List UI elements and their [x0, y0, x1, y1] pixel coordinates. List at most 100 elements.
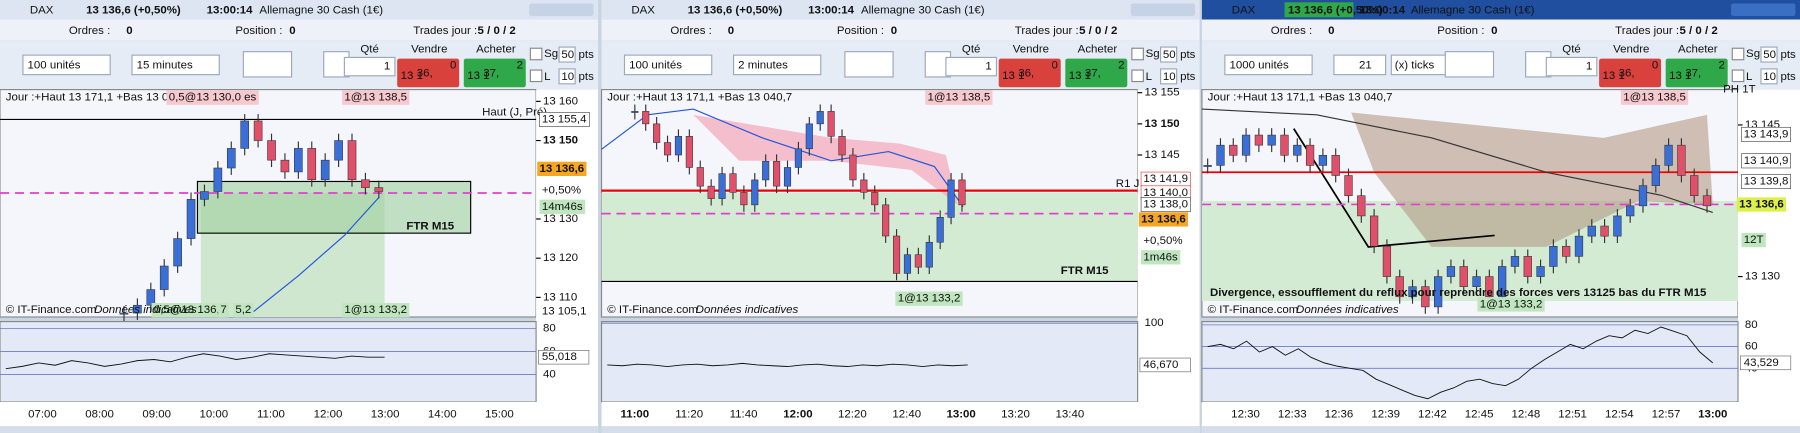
indicator-tick-label: 80: [543, 323, 556, 335]
candle: [1331, 154, 1340, 176]
window-buttons[interactable]: [1130, 3, 1196, 17]
scrollbar[interactable]: [0, 426, 599, 433]
chart-type-button[interactable]: [1444, 51, 1495, 78]
instrument[interactable]: DAX: [1232, 4, 1256, 16]
tag-box: [539, 199, 586, 214]
candle: [827, 111, 835, 137]
window-buttons[interactable]: [529, 3, 594, 17]
instrument[interactable]: DAX: [631, 4, 655, 16]
candle: [751, 179, 759, 206]
candle: [173, 238, 182, 267]
units-dropdown[interactable]: [1224, 54, 1313, 76]
chart-tag: 13 139,8: [1744, 175, 1789, 187]
chart-window: DAX 13 136,6 (+0,50%)13:00:14 Allemagne 30…: [1201, 0, 1800, 433]
buy-button[interactable]: [1665, 58, 1728, 88]
sell-button[interactable]: [1599, 58, 1662, 88]
sg-input[interactable]: [1760, 46, 1778, 63]
sg-checkbox[interactable]: [529, 47, 543, 61]
disclaimer: Données indicatives: [696, 304, 799, 316]
candle: [663, 142, 672, 156]
candle: [882, 204, 890, 237]
candle: [1600, 225, 1609, 237]
time-tick-label: 12:57: [1652, 409, 1681, 421]
units-dropdown[interactable]: [623, 54, 713, 76]
window-buttons[interactable]: [1731, 3, 1796, 17]
sell-button[interactable]: [397, 58, 460, 88]
chart-tag: 13 138,0: [1143, 198, 1188, 210]
indicator-tick-label: 80: [1745, 319, 1758, 331]
l-checkbox[interactable]: [1731, 69, 1745, 83]
candle: [1293, 144, 1302, 156]
price-axis-bg: [536, 89, 599, 402]
period-spinner[interactable]: [1333, 54, 1387, 76]
sg-checkbox[interactable]: [1131, 47, 1144, 61]
chart-type-button[interactable]: [844, 51, 894, 78]
candle: [1702, 195, 1712, 207]
trades-label: Trades jour :: [413, 25, 477, 37]
candle: [1613, 215, 1622, 237]
qty-input[interactable]: [343, 56, 396, 77]
chart-tag: 13 143,9: [1744, 128, 1789, 140]
time-tick-label: 10:00: [199, 409, 228, 421]
candle: [707, 185, 715, 199]
candle: [307, 148, 317, 181]
trades-value: 5 / 0 / 2: [1679, 25, 1717, 37]
position-label: Position :: [837, 25, 884, 37]
disclaimer: Données indicatives: [1296, 304, 1399, 316]
chart-tag: 13 140,0: [1143, 187, 1188, 199]
candle: [838, 136, 846, 156]
period-dropdown[interactable]: [131, 54, 220, 76]
candle: [1536, 266, 1545, 277]
buy-label: Acheter: [1078, 43, 1118, 55]
indicator-line: [607, 362, 968, 367]
candle: [133, 304, 142, 314]
chart-tag: 1@13 138,5: [928, 92, 991, 104]
time-tick-label: 11:00: [257, 409, 285, 421]
buy-button[interactable]: [1065, 58, 1128, 88]
time-tick-label: 13:00: [946, 409, 975, 421]
time-tick-label: 11:00: [620, 409, 649, 421]
buy-label: Acheter: [476, 43, 516, 55]
l-checkbox[interactable]: [529, 69, 543, 83]
buy-button[interactable]: [463, 58, 526, 88]
sg-checkbox[interactable]: [1731, 47, 1745, 61]
time-tick-label: 12:33: [1278, 409, 1307, 421]
indicator-line: [5, 353, 385, 370]
chart-type-button[interactable]: [242, 51, 293, 78]
candle: [213, 167, 223, 192]
orders-bar: [601, 19, 1200, 41]
quote: 13 136,6 (+0,50%): [1288, 4, 1383, 16]
candle: [914, 254, 922, 268]
sell-button[interactable]: [998, 58, 1061, 88]
period-dropdown[interactable]: [732, 54, 822, 76]
l-input[interactable]: [558, 68, 576, 85]
sg-input[interactable]: [558, 46, 576, 63]
sg-input[interactable]: [1160, 46, 1178, 63]
candle: [159, 265, 169, 290]
chart-tag: +0,50%: [1143, 235, 1182, 247]
candle: [718, 173, 726, 199]
indicator-value: 46,670: [1143, 359, 1178, 371]
l-input[interactable]: [1160, 68, 1178, 85]
candle: [1254, 134, 1263, 146]
time-tick-label: 12:45: [1465, 409, 1494, 421]
price-tick-label: 13 130: [543, 213, 578, 225]
l-input[interactable]: [1760, 68, 1778, 85]
candle: [1677, 144, 1686, 176]
candle: [871, 192, 879, 206]
indicator-tick-label: 100: [1145, 317, 1164, 329]
period: 21: [1359, 59, 1372, 71]
scrollbar[interactable]: [601, 426, 1200, 433]
qty-input[interactable]: [945, 56, 998, 77]
indicator-value-box: [1740, 355, 1792, 371]
qty-input[interactable]: [1545, 56, 1598, 77]
scrollbar[interactable]: [1201, 426, 1800, 433]
time-tick-label: 13:00: [1698, 409, 1727, 421]
chart-tag: 13 105,1: [542, 305, 587, 317]
sell-price-small: 13 1: [401, 70, 423, 82]
l-checkbox[interactable]: [1131, 69, 1144, 83]
orders-label: Ordres :: [69, 25, 110, 37]
units-dropdown[interactable]: [22, 54, 111, 76]
instrument[interactable]: DAX: [30, 4, 54, 16]
chart-tag: 1@13 138,5: [1623, 92, 1686, 104]
